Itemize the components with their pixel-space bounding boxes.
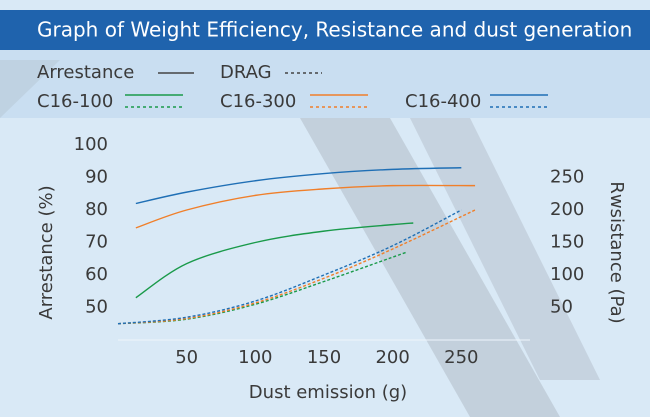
- x-tick-label: 100: [238, 347, 272, 368]
- legend-label: DRAG: [220, 62, 272, 83]
- arrestance-line: [135, 184, 476, 229]
- y-axis-label: Arrestance (%): [36, 185, 57, 319]
- y2-tick-label: 250: [550, 167, 584, 188]
- y-tick-label: 100: [74, 134, 108, 155]
- legend-label: C16-400: [405, 91, 481, 112]
- y-tick-label: 60: [85, 264, 108, 285]
- y2-tick-label: 50: [550, 297, 573, 318]
- legend-label: Arrestance: [37, 62, 134, 83]
- legend-label: C16-300: [220, 91, 296, 112]
- y2-tick-label: 200: [550, 199, 584, 220]
- x-tick-label: 150: [307, 347, 341, 368]
- y-tick-label: 90: [85, 167, 108, 188]
- arrestance-line: [135, 167, 462, 205]
- decor-stripe: [410, 118, 600, 380]
- legend-label: C16-100: [37, 91, 113, 112]
- chart-title: Graph of Weight Efficiency, Resistance a…: [37, 18, 632, 42]
- y2-tick-label: 150: [550, 232, 584, 253]
- x-tick-label: 200: [375, 347, 409, 368]
- x-tick-label: 50: [175, 347, 198, 368]
- drag-line: [117, 209, 476, 325]
- decor-stripe: [0, 60, 60, 118]
- x-tick-label: 250: [444, 347, 478, 368]
- y2-tick-label: 100: [550, 264, 584, 285]
- arrestance-line: [135, 222, 414, 299]
- decor-stripe: [300, 118, 560, 417]
- y-tick-label: 50: [85, 297, 108, 318]
- title-bar: [0, 10, 650, 50]
- y2-axis-label: Rwsistance (Pa): [606, 181, 627, 323]
- drag-line: [117, 209, 462, 325]
- y-tick-label: 80: [85, 199, 108, 220]
- x-axis-label: Dust emission (g): [249, 382, 407, 403]
- y-tick-label: 70: [85, 232, 108, 253]
